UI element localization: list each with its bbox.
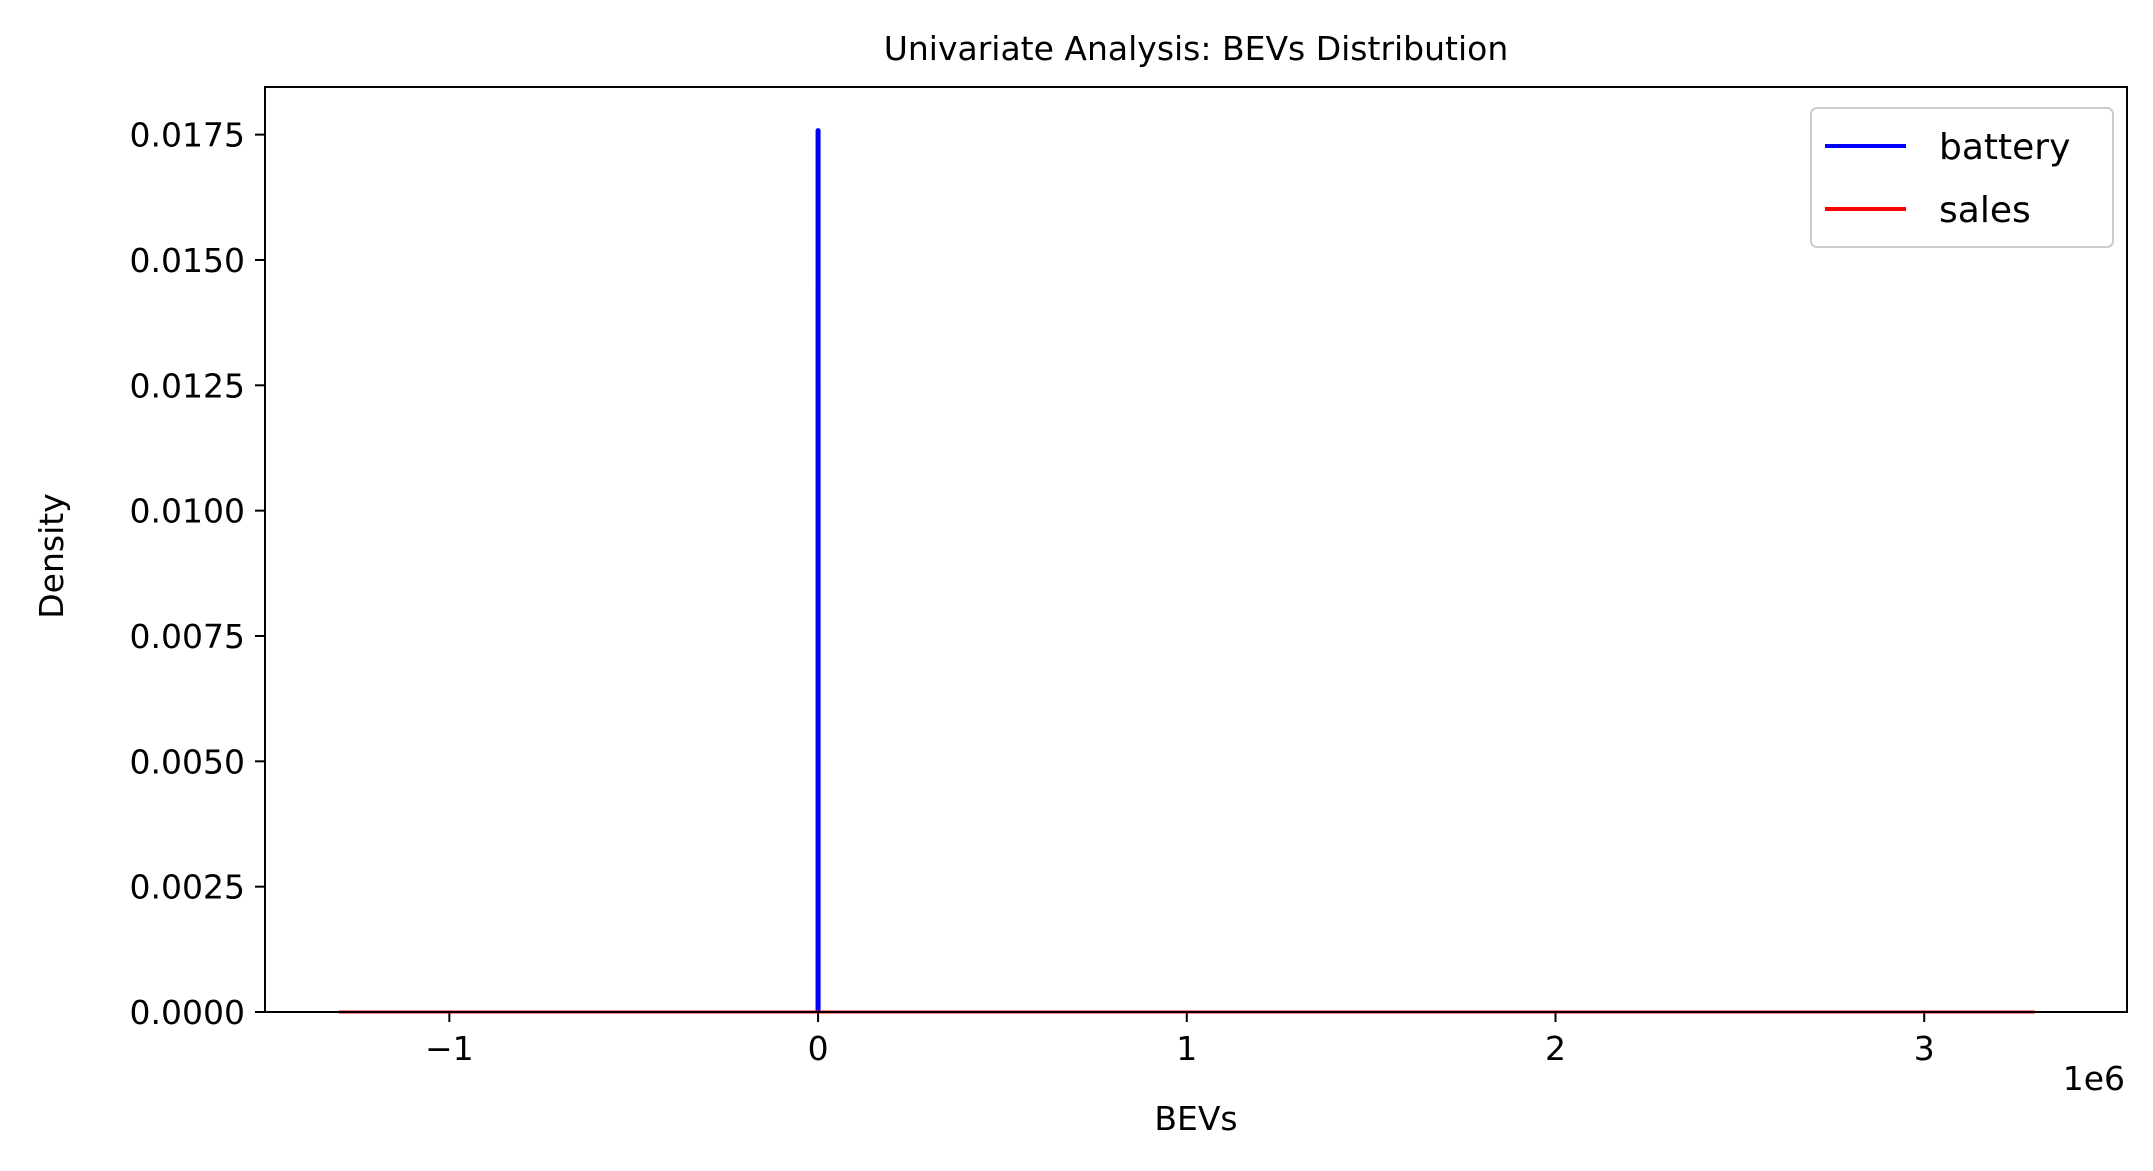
y-axis-label: Density xyxy=(32,493,71,618)
y-tick-label: 0.0000 xyxy=(130,993,245,1032)
legend: battery sales xyxy=(1810,107,2114,248)
x-tick-label: 3 xyxy=(1914,1029,1935,1068)
y-tick-label: 0.0100 xyxy=(130,492,245,531)
x-tick-label: −1 xyxy=(425,1029,474,1068)
plot-lines xyxy=(338,128,2035,1014)
y-tick-label: 0.0050 xyxy=(130,742,245,781)
x-tick-label: 2 xyxy=(1545,1029,1566,1068)
x-tick-label: 1 xyxy=(1176,1029,1197,1068)
y-tick-label: 0.0025 xyxy=(130,868,245,907)
y-tick-label: 0.0175 xyxy=(130,116,245,155)
x-tick-label: 0 xyxy=(808,1029,829,1068)
legend-label-battery: battery xyxy=(1939,127,2070,168)
axis-ticks: −1 0 1 2 3 0.0000 0.0025 0.0050 0.0075 0.0100 0.01… xyxy=(130,116,1935,1068)
plot-frame xyxy=(264,86,2128,1013)
x-axis-label: BEVs xyxy=(1154,1099,1237,1138)
y-tick-label: 0.0125 xyxy=(130,366,245,405)
legend-label-sales: sales xyxy=(1939,190,2031,231)
x-axis-offset-label: 1e6 xyxy=(2063,1059,2125,1098)
chart-title: Univariate Analysis: BEVs Distribution xyxy=(884,29,1509,68)
y-tick-label: 0.0075 xyxy=(130,617,245,656)
y-tick-label: 0.0150 xyxy=(130,241,245,280)
legend-box xyxy=(1810,107,2114,248)
